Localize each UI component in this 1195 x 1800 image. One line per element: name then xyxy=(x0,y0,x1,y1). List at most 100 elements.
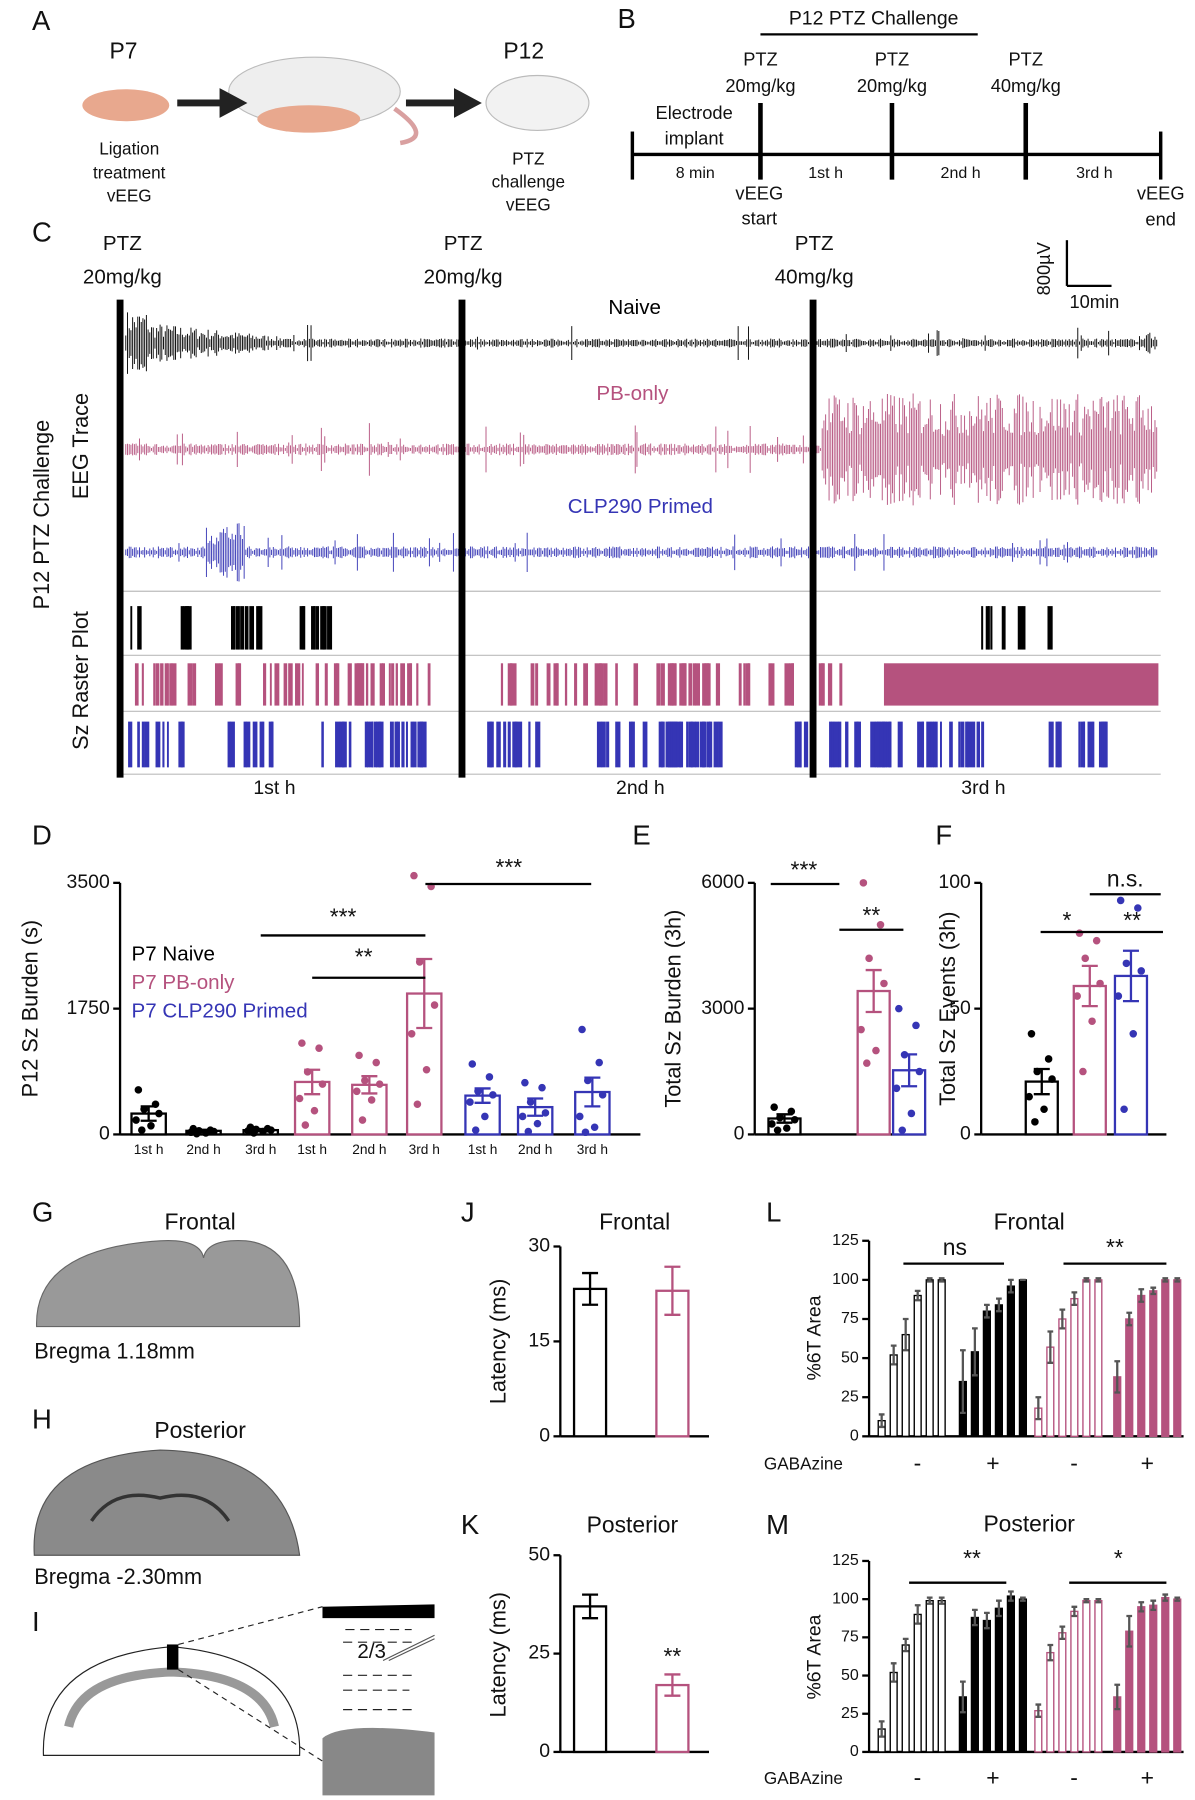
error-bar xyxy=(996,1599,1002,1618)
label: PTZ xyxy=(444,232,483,255)
panel-label: F xyxy=(935,819,952,850)
error-bar xyxy=(865,968,882,1014)
raster-event xyxy=(715,663,721,706)
raster-event xyxy=(311,606,316,650)
data-point xyxy=(1025,1092,1033,1101)
group-axis-label: GABAzine xyxy=(764,1768,843,1788)
panel-label: K xyxy=(461,1509,479,1540)
raster-event xyxy=(500,663,504,706)
legend-entry: P7 CLP290 Primed xyxy=(132,1000,308,1023)
raster-event xyxy=(683,663,687,706)
data-point xyxy=(880,979,888,988)
raster-event xyxy=(378,721,381,768)
data-point xyxy=(372,1058,380,1067)
error-bar xyxy=(1035,1396,1042,1421)
x-tick-label: 3rd h xyxy=(245,1142,276,1157)
raster-event xyxy=(364,721,369,768)
raster-event xyxy=(137,721,140,768)
label: EEG Trace xyxy=(68,393,93,499)
error-bar xyxy=(984,1611,990,1630)
arrow xyxy=(177,88,248,118)
x-tick-label: 1st h xyxy=(134,1142,164,1157)
label: PTZ xyxy=(743,48,778,69)
data-point xyxy=(355,1051,363,1060)
y-tick-label: 75 xyxy=(841,1310,859,1327)
data-point xyxy=(415,958,424,966)
raster-event xyxy=(261,721,265,768)
data-point xyxy=(1129,1030,1138,1038)
y-tick-label: 15 xyxy=(528,1330,550,1352)
data-point xyxy=(576,1112,584,1121)
group-label: + xyxy=(1141,1450,1154,1476)
raster-event xyxy=(692,663,696,706)
raster-event xyxy=(660,663,665,706)
raster-event xyxy=(674,663,677,706)
bar xyxy=(1006,1285,1016,1438)
raster-event xyxy=(606,721,610,768)
group-label: - xyxy=(1070,1764,1078,1790)
chart-title: Posterior xyxy=(587,1512,679,1538)
y-tick-label: 1750 xyxy=(67,997,110,1019)
raster-event xyxy=(1080,721,1086,768)
bar xyxy=(1082,1600,1091,1753)
data-point xyxy=(1137,967,1146,975)
raster-event xyxy=(333,663,338,706)
raster-event xyxy=(930,721,934,768)
raster-event xyxy=(926,721,932,768)
raster-event xyxy=(320,606,325,650)
data-point xyxy=(521,1078,529,1087)
raster-event xyxy=(141,663,144,706)
data-point xyxy=(581,1128,590,1137)
raster-event xyxy=(967,721,973,768)
bar xyxy=(982,1619,991,1753)
posterior-section xyxy=(33,1449,301,1556)
label: 2nd h xyxy=(941,165,981,182)
raster-event xyxy=(883,721,887,768)
raster-event xyxy=(596,721,603,768)
raster-event xyxy=(535,663,539,706)
label: Posterior xyxy=(154,1417,246,1443)
p12-mouse xyxy=(485,74,590,131)
raster-event xyxy=(496,721,501,768)
label: 8 min xyxy=(676,165,715,182)
raster-event xyxy=(745,663,750,706)
data-point xyxy=(410,871,418,880)
error-bar xyxy=(938,1277,945,1283)
data-point xyxy=(358,1116,367,1124)
raster-event xyxy=(743,663,746,706)
raster-event xyxy=(546,663,551,706)
raster-event xyxy=(365,663,369,706)
error-bar xyxy=(361,1075,378,1095)
label: 40mg/kg xyxy=(775,265,854,288)
bar xyxy=(1149,1290,1158,1438)
bar xyxy=(937,1600,946,1753)
raster-event xyxy=(708,721,713,768)
data-point xyxy=(192,1129,201,1138)
raster-event xyxy=(1001,606,1006,650)
raster-event xyxy=(794,721,799,768)
raster-event xyxy=(180,721,185,768)
raster-event xyxy=(155,663,160,706)
raster-event xyxy=(322,606,327,650)
bar xyxy=(1058,1632,1067,1753)
bar xyxy=(1082,1279,1091,1438)
label: end xyxy=(1145,209,1176,230)
data-point xyxy=(865,954,873,963)
bar xyxy=(856,989,891,1136)
y-tick-label: 75 xyxy=(841,1629,859,1646)
pia xyxy=(322,1604,435,1619)
raster-event xyxy=(877,721,881,768)
raster-event xyxy=(965,721,969,768)
raster-event xyxy=(1057,721,1062,768)
raster-event xyxy=(361,663,365,706)
bar xyxy=(1070,1297,1079,1438)
error-bar xyxy=(914,1289,921,1302)
bar xyxy=(901,1644,910,1753)
raster-event xyxy=(269,663,272,706)
error-bar xyxy=(914,1604,921,1625)
raster-event xyxy=(313,606,316,650)
label: challenge xyxy=(492,172,565,192)
raster-event xyxy=(268,721,273,768)
raster-event xyxy=(690,721,696,768)
data-point xyxy=(773,1126,782,1135)
